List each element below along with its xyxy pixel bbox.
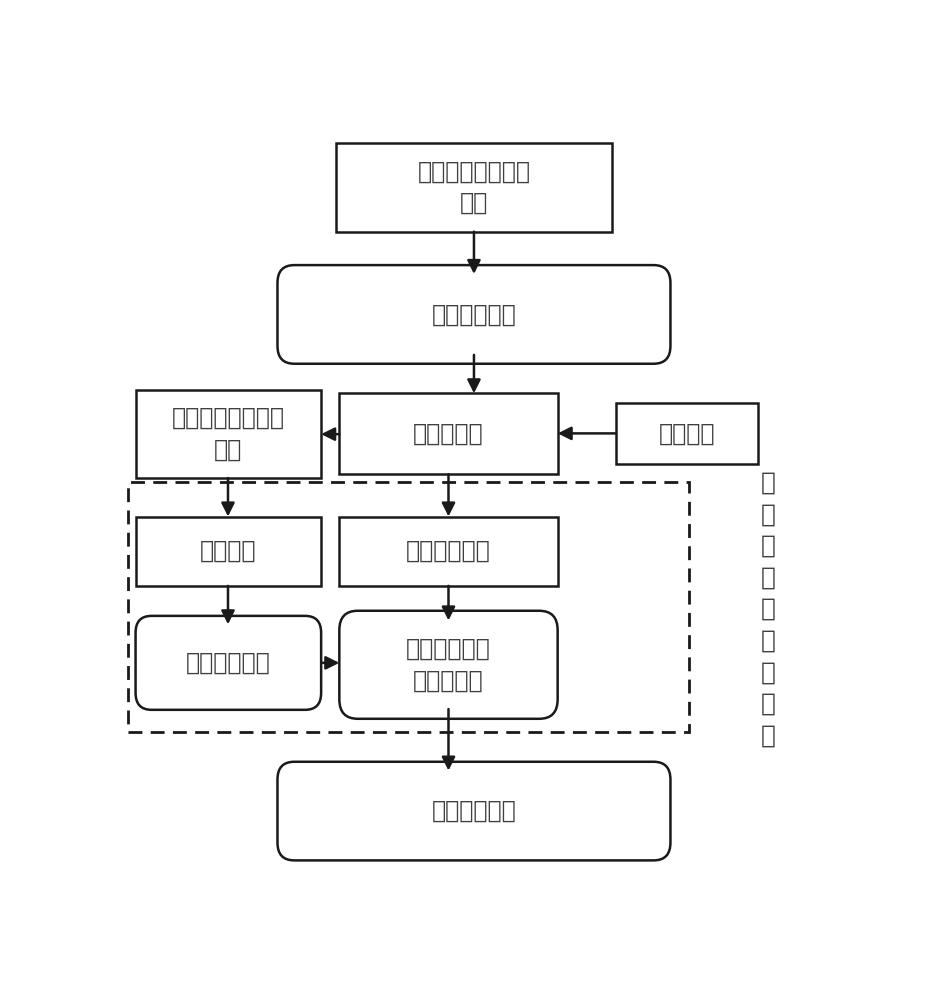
Text: 爆炸条件：当量和
爆高: 爆炸条件：当量和 爆高: [418, 160, 531, 215]
Text: 颗粒物大气输
运过程模拟: 颗粒物大气输 运过程模拟: [406, 637, 491, 693]
FancyBboxPatch shape: [278, 265, 670, 364]
FancyBboxPatch shape: [339, 517, 558, 586]
FancyBboxPatch shape: [616, 403, 758, 464]
Text: 湍流参数计算: 湍流参数计算: [186, 651, 270, 675]
FancyBboxPatch shape: [339, 393, 558, 474]
Text: 颗粒源参数: 颗粒源参数: [413, 422, 484, 446]
Text: 输运粒子抽样: 输运粒子抽样: [406, 539, 491, 563]
Text: 粒径分布: 粒径分布: [658, 421, 716, 445]
FancyBboxPatch shape: [339, 611, 558, 719]
FancyBboxPatch shape: [336, 143, 612, 232]
FancyBboxPatch shape: [135, 616, 321, 710]
Text: 风场数据: 风场数据: [200, 539, 256, 563]
FancyBboxPatch shape: [278, 762, 670, 860]
FancyBboxPatch shape: [135, 389, 321, 478]
Text: 稳定烟云参数: 稳定烟云参数: [432, 302, 516, 326]
FancyBboxPatch shape: [135, 517, 321, 586]
Text: 爆炸条件：位置和
时间: 爆炸条件：位置和 时间: [172, 406, 285, 462]
Text: 计算结果输出: 计算结果输出: [432, 799, 516, 823]
Text: 气
固
两
相
流
方
法
模
拟: 气 固 两 相 流 方 法 模 拟: [762, 471, 777, 747]
